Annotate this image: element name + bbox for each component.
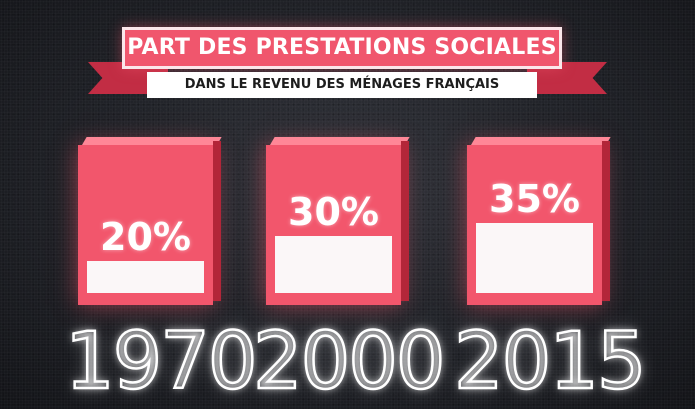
bar-fill-1970 xyxy=(87,261,204,293)
category-label-2000: 2000 xyxy=(252,317,447,408)
chart-title: PART DES PRESTATIONS SOCIALES xyxy=(122,27,562,69)
data-label-1970: 20% xyxy=(100,215,191,259)
chart-subtitle: DANS LE REVENU DES MÉNAGES FRANÇAIS xyxy=(147,72,537,98)
bar-fill-2015 xyxy=(476,223,593,293)
bar-fill-2000 xyxy=(275,236,392,293)
bar-2015: 35% xyxy=(467,137,611,305)
category-label-2015: 2015 xyxy=(453,317,648,408)
bar-top-face xyxy=(471,137,611,145)
bar-1970: 20% xyxy=(78,137,222,305)
data-label-2000: 30% xyxy=(288,190,379,234)
bar-side-face xyxy=(602,141,610,301)
bar-side-face xyxy=(213,141,221,301)
data-label-2015: 35% xyxy=(489,177,580,221)
bar-top-face xyxy=(270,137,410,145)
bar-side-face xyxy=(401,141,409,301)
bar-top-face xyxy=(82,137,222,145)
category-label-1970: 1970 xyxy=(64,317,259,408)
bar-2000: 30% xyxy=(266,137,410,305)
